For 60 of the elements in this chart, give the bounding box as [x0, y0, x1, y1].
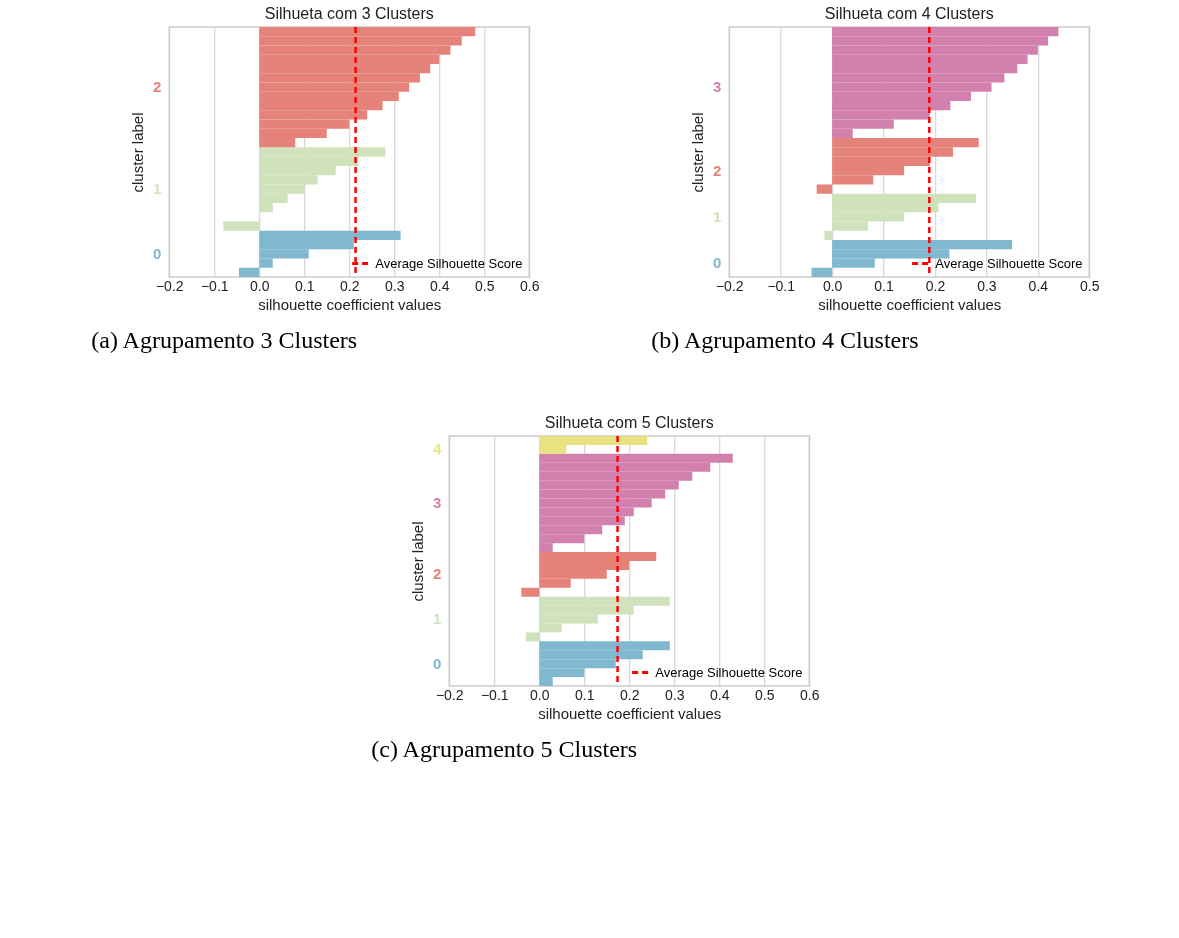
bar: [223, 221, 260, 231]
text: 4: [432, 440, 442, 458]
x-tick-label: 0.1: [575, 686, 595, 703]
text: (a) Agrupamento 3 Clusters: [91, 327, 358, 353]
bar: [811, 267, 833, 277]
text: 0: [432, 654, 442, 672]
x-tick-label: 0.6: [520, 277, 540, 294]
chart-title: Silhueta com 4 Clusters: [824, 4, 994, 22]
x-tick-label: 0.0: [822, 277, 843, 294]
x-tick-label: 0.2: [620, 686, 640, 703]
text: 1: [152, 180, 162, 198]
bar: [521, 587, 540, 597]
x-tick-label: −0.2: [155, 277, 184, 294]
x-axis-title: silhouette coefficient values: [258, 295, 442, 313]
x-tick-label: 0.2: [340, 277, 360, 294]
text: 2: [712, 161, 722, 179]
text: 1: [712, 207, 722, 225]
chart-title: Silhueta com 3 Clusters: [264, 4, 434, 22]
x-tick-label: 0.3: [977, 277, 997, 294]
text: 2: [152, 78, 162, 96]
x-axis-title: silhouette coefficient values: [818, 295, 1002, 313]
ref-line-label: Average Silhouette Score: [375, 255, 523, 271]
chart-title: Silhueta com 5 Clusters: [544, 413, 714, 431]
bar: [525, 632, 540, 642]
x-tick-label: 0.2: [925, 277, 946, 294]
x-tick-label: −0.2: [715, 277, 744, 294]
text: (c) Agrupamento 5 Clusters: [371, 736, 638, 762]
x-tick-label: 0.3: [665, 686, 685, 703]
x-tick-label: 0.4: [430, 277, 450, 294]
ref-line-label: Average Silhouette Score: [935, 255, 1083, 271]
bar: [824, 230, 833, 240]
bar: [239, 267, 260, 277]
x-tick-label: −0.1: [480, 686, 509, 703]
text: 0: [712, 254, 722, 272]
y-axis-title: cluster label: [688, 112, 706, 193]
text: 3: [432, 493, 442, 511]
text: 2: [432, 565, 442, 583]
x-tick-label: 0.6: [800, 686, 820, 703]
text: (b) Agrupamento 4 Clusters: [651, 327, 919, 353]
x-tick-label: 0.0: [530, 686, 550, 703]
bar: [816, 184, 833, 194]
x-tick-label: 0.1: [295, 277, 315, 294]
x-tick-label: 0.0: [250, 277, 270, 294]
y-axis-title: cluster label: [128, 112, 146, 193]
y-axis-title: cluster label: [408, 521, 426, 602]
x-tick-label: 0.4: [1028, 277, 1049, 294]
x-tick-label: −0.1: [200, 277, 229, 294]
text: 3: [712, 78, 722, 96]
x-tick-label: −0.1: [767, 277, 796, 294]
x-tick-label: 0.1: [874, 277, 894, 294]
x-tick-label: 0.5: [475, 277, 495, 294]
x-tick-label: 0.5: [1080, 277, 1100, 294]
x-axis-title: silhouette coefficient values: [538, 704, 722, 722]
x-tick-label: 0.5: [755, 686, 775, 703]
x-tick-label: 0.4: [710, 686, 730, 703]
ref-line-label: Average Silhouette Score: [655, 664, 803, 680]
text: 1: [432, 610, 442, 628]
x-tick-label: −0.2: [435, 686, 464, 703]
text: 0: [152, 244, 162, 262]
x-tick-label: 0.3: [385, 277, 405, 294]
